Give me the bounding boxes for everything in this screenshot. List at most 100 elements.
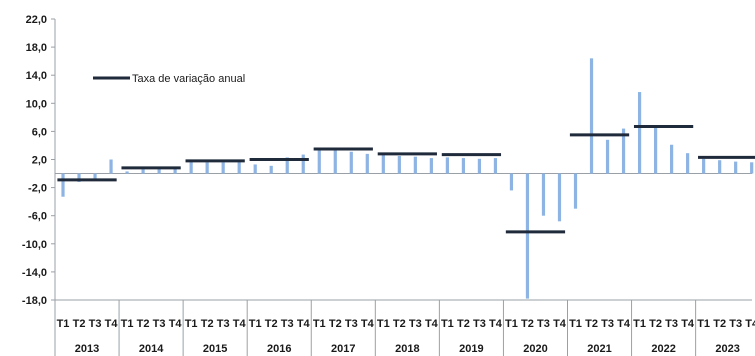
y-tick-label: 10,0: [26, 98, 47, 110]
bar-2019-T4: [493, 158, 498, 174]
bar-2017-T1: [317, 148, 321, 174]
quarter-label: T3: [217, 318, 230, 330]
quarter-label: T1: [505, 318, 518, 330]
bar-2018-T4: [429, 158, 433, 174]
annual-lines: [57, 124, 755, 234]
bar-2014-T3: [157, 167, 161, 174]
y-tick-label: -2,0: [28, 183, 47, 195]
bar-2016-T2: [269, 165, 273, 174]
bar-2015-T3: [221, 162, 225, 174]
bar-2018-T1: [381, 154, 385, 174]
bar-2015-T4: [237, 160, 241, 174]
year-label-2021: 2021: [587, 343, 611, 355]
quarter-label: T1: [697, 318, 710, 330]
quarter-label: T2: [649, 318, 662, 330]
y-tick-label: -6,0: [28, 211, 47, 223]
quarter-label: T2: [713, 318, 726, 330]
y-tick-label: -10,0: [22, 239, 47, 251]
quarter-label: T1: [377, 318, 390, 330]
quarter-label: T4: [297, 318, 311, 330]
bar-2023-T1: [702, 158, 706, 174]
bar-2020-T3: [541, 173, 546, 216]
y-tick-label: 2,0: [32, 155, 47, 167]
bar-2023-T3: [734, 161, 738, 174]
bar-2017-T3: [349, 151, 353, 174]
quarter-label: T4: [553, 318, 567, 330]
quarter-label: T4: [617, 318, 631, 330]
bar-2014-T2: [141, 169, 145, 174]
year-label-2022: 2022: [651, 343, 675, 355]
bar-2023-T2: [718, 160, 722, 174]
quarter-label: T3: [89, 318, 102, 330]
quarter-label: T2: [73, 318, 86, 330]
bars: [61, 58, 754, 299]
bar-2019-T2: [461, 158, 465, 174]
quarter-label: T1: [441, 318, 454, 330]
bar-2022-T3: [670, 144, 674, 174]
bar-2023-T4: [750, 162, 754, 174]
bar-2013-T4: [109, 159, 113, 174]
quarter-label: T3: [153, 318, 166, 330]
quarter-label: T3: [537, 318, 550, 330]
bar-2016-T3: [285, 157, 289, 174]
bar-2020-T2: [525, 173, 530, 299]
quarter-label: T3: [473, 318, 486, 330]
bar-2021-T2: [589, 58, 594, 174]
bar-2018-T3: [413, 156, 417, 174]
bar-2021-T1: [573, 173, 578, 209]
bar-2016-T4: [301, 154, 305, 174]
quarter-label: T4: [169, 318, 183, 330]
quarter-label: T2: [329, 318, 342, 330]
y-tick-label: 22,0: [26, 14, 47, 26]
quarter-label: T3: [665, 318, 678, 330]
year-label-2023: 2023: [715, 343, 739, 355]
quarter-label: T2: [393, 318, 406, 330]
quarter-label: T3: [409, 318, 422, 330]
quarter-label: T2: [137, 318, 150, 330]
bar-2013-T2: [77, 173, 81, 182]
y-tick-label: -14,0: [22, 267, 47, 279]
bar-2014-T4: [173, 167, 177, 174]
bar-2013-T1: [61, 173, 65, 197]
bar-2020-T1: [509, 173, 514, 191]
quarter-label: T4: [361, 318, 375, 330]
year-label-2016: 2016: [267, 343, 291, 355]
bar-2018-T2: [397, 155, 401, 174]
quarter-label: T4: [233, 318, 247, 330]
bar-2019-T1: [445, 157, 449, 174]
bar-2022-T2: [653, 125, 658, 174]
year-label-2017: 2017: [331, 343, 355, 355]
bar-2013-T3: [93, 173, 97, 179]
bar-2019-T3: [477, 158, 482, 174]
quarter-label: T1: [185, 318, 198, 330]
quarter-label: T2: [521, 318, 534, 330]
bar-2015-T1: [189, 160, 193, 174]
quarter-label: T1: [249, 318, 262, 330]
quarter-label: T4: [681, 318, 695, 330]
year-label-2015: 2015: [203, 343, 227, 355]
quarter-label: T3: [729, 318, 742, 330]
quarter-label: T4: [745, 318, 755, 330]
bar-2021-T3: [605, 139, 610, 174]
quarter-label: T2: [457, 318, 470, 330]
quarter-label: T4: [105, 318, 119, 330]
bar-2017-T4: [365, 153, 369, 174]
year-label-2014: 2014: [139, 343, 164, 355]
y-tick-label: 6,0: [32, 126, 47, 138]
y-tick-label: 18,0: [26, 42, 47, 54]
quarter-label: T1: [569, 318, 582, 330]
quarter-label: T2: [585, 318, 598, 330]
legend-label-annual: Taxa de variação anual: [132, 73, 245, 85]
y-axis: 22,0 18,0 14,0 10,0 6,0 2,0 -2,0 -6,0 -10,0 -14,0…: [22, 14, 752, 307]
quarter-label: T4: [489, 318, 503, 330]
quarter-label: T1: [633, 318, 646, 330]
quarter-label: T3: [281, 318, 294, 330]
bar-2020-T4: [557, 173, 562, 222]
y-tick-label: 14,0: [26, 70, 47, 82]
year-label-2013: 2013: [75, 343, 99, 355]
bar-2017-T2: [333, 150, 337, 174]
quarter-label: T4: [425, 318, 439, 330]
quarter-label: T2: [201, 318, 214, 330]
quarter-label: T2: [265, 318, 278, 330]
